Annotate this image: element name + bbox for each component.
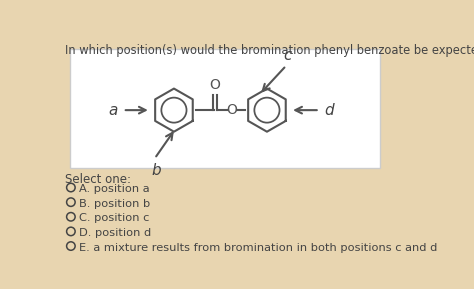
Text: b: b <box>151 163 161 178</box>
Text: C. position c: C. position c <box>79 213 149 223</box>
Text: c: c <box>283 48 292 63</box>
Text: E. a mixture results from bromination in both positions c and d: E. a mixture results from bromination in… <box>79 242 437 253</box>
Text: B. position b: B. position b <box>79 199 150 209</box>
Text: A. position a: A. position a <box>79 184 149 194</box>
Text: d: d <box>324 103 334 118</box>
Text: O: O <box>226 103 237 117</box>
FancyBboxPatch shape <box>70 49 380 168</box>
Text: In which position(s) would the bromination phenyl benzoate be expected to occur?: In which position(s) would the brominati… <box>65 44 474 57</box>
Text: Select one:: Select one: <box>65 173 131 186</box>
Text: D. position d: D. position d <box>79 228 151 238</box>
Text: O: O <box>210 78 220 92</box>
Text: a: a <box>109 103 118 118</box>
